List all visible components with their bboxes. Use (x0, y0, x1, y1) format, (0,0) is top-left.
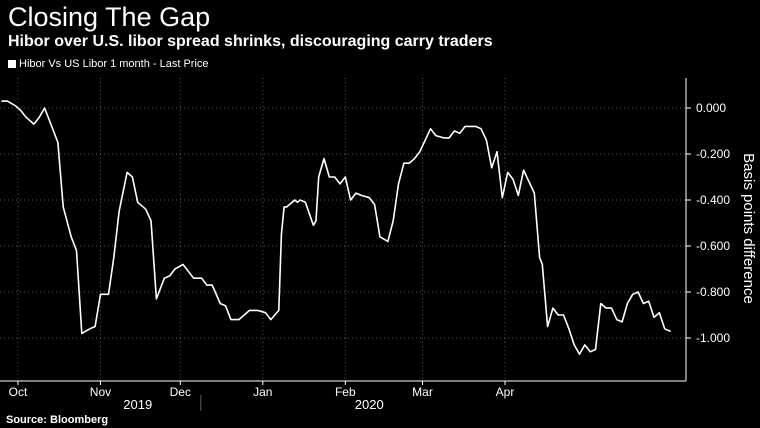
series-layer (1, 100, 671, 355)
y-tick-label: -0.200 (696, 147, 730, 161)
chart-legend: Hibor Vs US Libor 1 month - Last Price (8, 57, 209, 71)
series-line (1, 100, 671, 355)
legend-label: Hibor Vs US Libor 1 month - Last Price (19, 58, 209, 70)
source-note: Source: Bloomberg (6, 414, 109, 426)
y-axis-label: Basis points difference (740, 153, 757, 304)
x-axis-ticks: Oct Nov Dec Jan Feb Mar Apr 2019 2020 (9, 381, 515, 412)
x-tick-label: Jan (253, 385, 272, 399)
x-tick-label: Apr (496, 385, 515, 399)
chart-title: Closing The Gap (8, 2, 211, 32)
x-tick-label: Nov (90, 385, 111, 399)
x-tick-label: Feb (335, 385, 356, 399)
y-tick-label: -0.800 (696, 285, 730, 299)
y-tick-label: -0.600 (696, 239, 730, 253)
chart-subtitle: Hibor over U.S. libor spread shrinks, di… (8, 33, 493, 50)
x-tick-label: Dec (170, 385, 191, 399)
axis-frame (0, 78, 687, 382)
x-year-label: 2019 (123, 397, 152, 412)
grid-lines (0, 78, 686, 381)
y-tick-label: -0.400 (696, 193, 730, 207)
legend-swatch (8, 60, 16, 68)
y-axis-ticks: 0.000 -0.200 -0.400 -0.600 -0.800 -1.000 (686, 101, 730, 345)
x-tick-label: Oct (9, 385, 28, 399)
y-tick-label: 0.000 (696, 101, 726, 115)
x-year-label: 2020 (355, 397, 384, 412)
x-tick-label: Mar (412, 385, 433, 399)
y-tick-label: -1.000 (696, 331, 730, 345)
